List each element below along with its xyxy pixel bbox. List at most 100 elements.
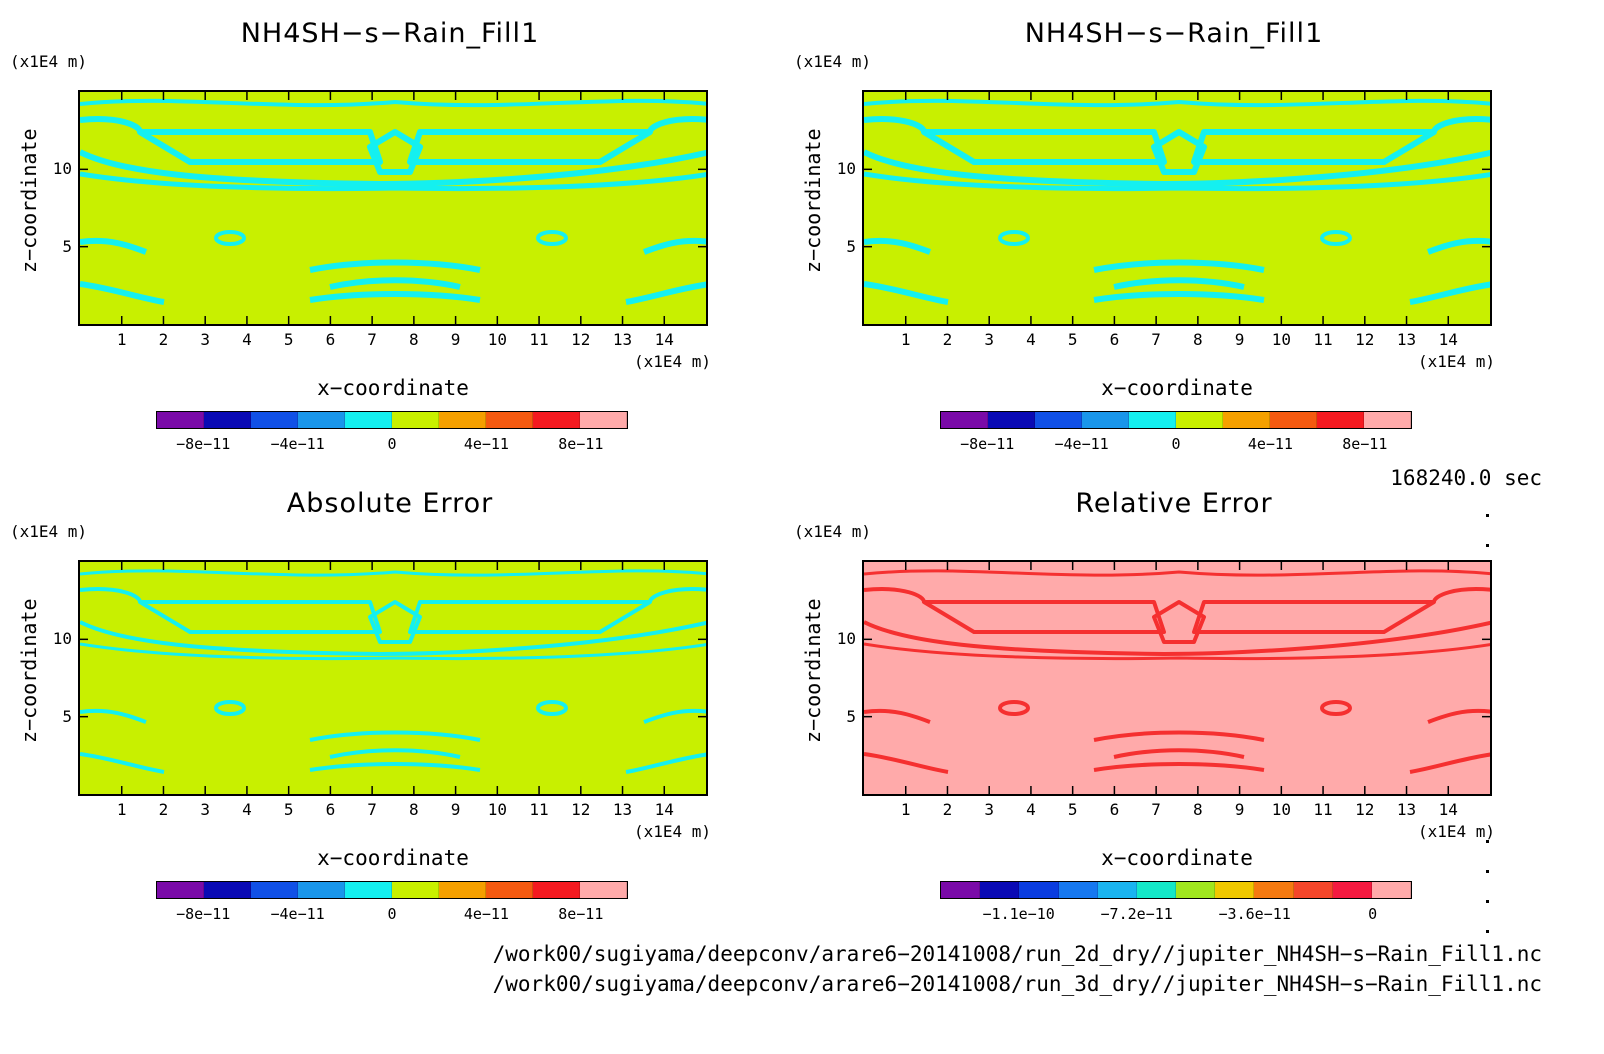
heatmap-plot-area <box>862 560 1492 796</box>
contour-band <box>80 149 706 187</box>
colorbar-label: 4e−11 <box>1247 435 1293 453</box>
x-tick-label: 13 <box>612 800 633 819</box>
x-tick-label: 14 <box>654 800 674 819</box>
colorbar-swatch <box>486 412 533 428</box>
contour-band <box>367 129 423 175</box>
contour-band <box>864 569 1490 577</box>
time-label: 168240.0 sec <box>1390 466 1542 490</box>
contour-blob <box>998 230 1030 246</box>
colorbar-label: −8e−11 <box>176 435 231 453</box>
x-tick-label: 12 <box>1355 330 1375 349</box>
colorbar-swatch <box>251 882 298 898</box>
contour-band <box>1432 587 1490 603</box>
chart-title: NH4SH−s−Rain_Fill1 <box>1024 18 1324 49</box>
heatmap-plot-area <box>862 90 1492 326</box>
y-axis-label: z−coordinate <box>801 598 825 744</box>
colorbar-swatch <box>580 882 627 898</box>
colorbar-label: 0 <box>387 435 397 453</box>
y-axis-label: z−coordinate <box>801 128 825 274</box>
contour-band <box>1409 281 1490 305</box>
contour-band <box>625 281 706 305</box>
colorbar-swatch <box>204 412 251 428</box>
contour-band <box>329 748 461 759</box>
colorbar-label: 0 <box>387 905 397 923</box>
colorbar-label: 4e−11 <box>463 905 509 923</box>
colorbar <box>940 411 1412 429</box>
contour-band <box>864 98 1490 108</box>
x-axis-unit: (x1E4 m) <box>634 822 712 841</box>
x-tick-label: 5 <box>283 330 294 349</box>
colorbar-label: 0 <box>1368 905 1378 923</box>
colorbar-label: 8e−11 <box>1342 435 1388 453</box>
colorbar-swatch <box>345 412 392 428</box>
x-tick-label: 1 <box>116 330 127 349</box>
chart-panel: NH4SH−s−Rain_Fill1 (x1E4 m) z−coordinate 1 2… <box>784 0 1564 470</box>
x-tick-label: 7 <box>367 330 377 349</box>
chart-title: NH4SH−s−Rain_Fill1 <box>240 18 540 49</box>
y-tick-label: 10 <box>836 159 856 179</box>
contour-band <box>864 281 949 305</box>
contour-band <box>329 277 461 290</box>
colorbar-swatch <box>439 412 486 428</box>
x-tick-label: 9 <box>1234 800 1245 819</box>
colorbar-swatch <box>1176 412 1223 428</box>
contour-band <box>625 752 706 774</box>
colorbar-swatch <box>1293 882 1333 898</box>
colorbar-swatch <box>533 412 580 428</box>
colorbar-label: −3.6e−11 <box>1218 905 1291 923</box>
x-tick-label: 13 <box>612 330 633 349</box>
contour-blob <box>1320 230 1352 246</box>
colorbar-swatch <box>1082 412 1129 428</box>
colorbar-label: −1.1e−10 <box>982 905 1055 923</box>
colorbar-swatch <box>1270 412 1317 428</box>
x-tick-label: 3 <box>984 800 994 819</box>
x-tick-label: 14 <box>654 330 674 349</box>
contour-band <box>80 281 165 305</box>
x-tick-label: 3 <box>200 800 210 819</box>
x-tick-label: 11 <box>1313 330 1333 349</box>
colorbar-swatch <box>486 882 533 898</box>
x-tick-label: 7 <box>1151 800 1161 819</box>
contour-band <box>309 762 481 772</box>
contour-band <box>864 237 932 255</box>
colorbar-swatch <box>1176 882 1216 898</box>
contour-blob <box>536 230 568 246</box>
contour-blob <box>998 700 1030 716</box>
x-tick-label: 8 <box>409 330 419 349</box>
colorbar-swatch <box>1097 882 1137 898</box>
x-tick-label: 7 <box>367 800 377 819</box>
colorbar-swatch <box>439 882 486 898</box>
colorbar-label: −8e−11 <box>176 905 231 923</box>
contour-blob <box>214 230 246 246</box>
x-axis-unit: (x1E4 m) <box>634 352 712 371</box>
contour-band <box>922 600 1166 634</box>
contour-blob <box>214 700 246 716</box>
x-tick-label: 9 <box>450 330 461 349</box>
y-tick-label: 10 <box>836 629 856 649</box>
contour-band <box>80 237 148 255</box>
x-tick-label: 9 <box>1234 330 1245 349</box>
contour-band <box>1093 291 1265 303</box>
contour-band <box>80 620 706 656</box>
colorbar-swatch <box>1035 412 1082 428</box>
x-axis-unit: (x1E4 m) <box>1418 822 1496 841</box>
chart-title: Relative Error <box>1075 488 1273 519</box>
y-tick-label: 5 <box>62 706 72 726</box>
contour-band <box>80 171 706 192</box>
x-tick-label: 3 <box>984 330 994 349</box>
margin-dot <box>1486 930 1489 933</box>
x-axis-label: x−coordinate <box>317 376 469 400</box>
contour-band <box>408 600 652 634</box>
x-axis-label: x−coordinate <box>1101 376 1253 400</box>
colorbar-swatch <box>298 882 345 898</box>
x-tick-label: 1 <box>900 330 911 349</box>
colorbar-swatch <box>1317 412 1364 428</box>
colorbar <box>940 881 1412 899</box>
contour-band <box>1426 237 1490 255</box>
margin-dot <box>1486 900 1489 903</box>
contour-band <box>80 708 147 724</box>
colorbar-swatch <box>980 882 1020 898</box>
x-tick-label: 13 <box>1396 800 1417 819</box>
x-tick-label: 1 <box>900 800 911 819</box>
contour-band <box>368 600 422 644</box>
